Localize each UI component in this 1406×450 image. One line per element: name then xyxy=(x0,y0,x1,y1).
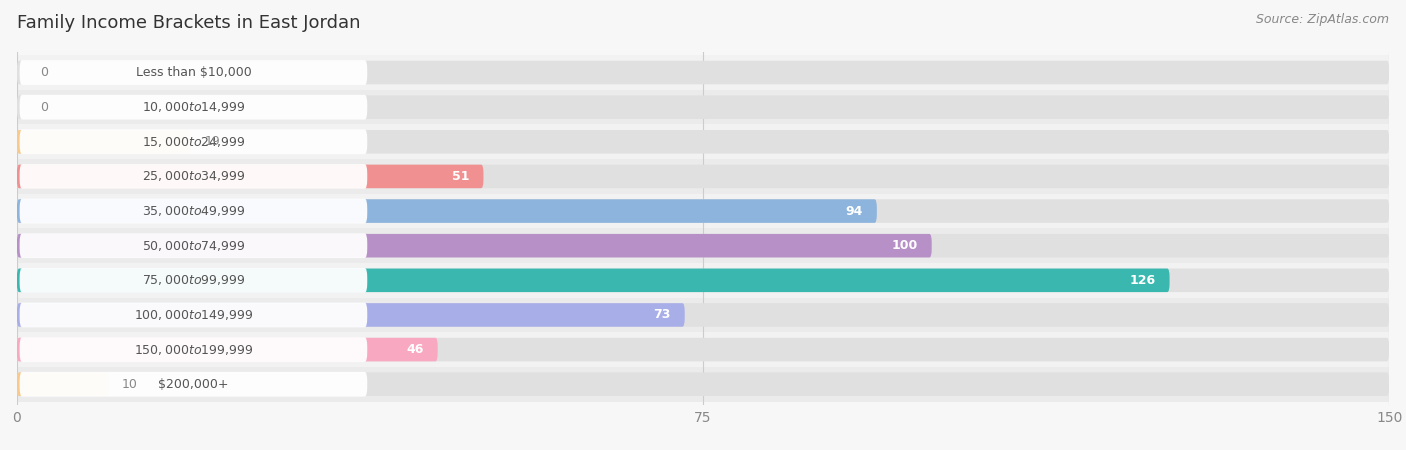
FancyBboxPatch shape xyxy=(17,199,1389,223)
Text: 100: 100 xyxy=(891,239,918,252)
Bar xyxy=(0,367,1406,401)
FancyBboxPatch shape xyxy=(17,338,437,361)
Text: Less than $10,000: Less than $10,000 xyxy=(135,66,252,79)
FancyBboxPatch shape xyxy=(17,199,877,223)
FancyBboxPatch shape xyxy=(20,372,367,396)
FancyBboxPatch shape xyxy=(17,165,1389,188)
FancyBboxPatch shape xyxy=(17,303,1389,327)
Text: $10,000 to $14,999: $10,000 to $14,999 xyxy=(142,100,245,114)
Text: 0: 0 xyxy=(39,66,48,79)
Bar xyxy=(0,55,1406,90)
FancyBboxPatch shape xyxy=(20,95,367,120)
Text: Source: ZipAtlas.com: Source: ZipAtlas.com xyxy=(1256,14,1389,27)
Text: 10: 10 xyxy=(122,378,138,391)
Text: $100,000 to $149,999: $100,000 to $149,999 xyxy=(134,308,253,322)
FancyBboxPatch shape xyxy=(20,268,367,292)
Text: $200,000+: $200,000+ xyxy=(159,378,229,391)
Bar xyxy=(0,125,1406,159)
Text: 46: 46 xyxy=(406,343,425,356)
FancyBboxPatch shape xyxy=(17,130,191,153)
FancyBboxPatch shape xyxy=(20,130,367,154)
FancyBboxPatch shape xyxy=(17,61,1389,84)
Text: $150,000 to $199,999: $150,000 to $199,999 xyxy=(134,342,253,356)
Text: $35,000 to $49,999: $35,000 to $49,999 xyxy=(142,204,245,218)
FancyBboxPatch shape xyxy=(17,373,108,396)
FancyBboxPatch shape xyxy=(17,95,1389,119)
FancyBboxPatch shape xyxy=(20,199,367,223)
FancyBboxPatch shape xyxy=(20,302,367,327)
Text: 19: 19 xyxy=(204,135,221,148)
Text: 73: 73 xyxy=(654,308,671,321)
Bar xyxy=(0,263,1406,297)
FancyBboxPatch shape xyxy=(17,338,1389,361)
FancyBboxPatch shape xyxy=(17,165,484,188)
FancyBboxPatch shape xyxy=(17,234,1389,257)
Text: $75,000 to $99,999: $75,000 to $99,999 xyxy=(142,273,245,287)
Bar xyxy=(0,228,1406,263)
Text: Family Income Brackets in East Jordan: Family Income Brackets in East Jordan xyxy=(17,14,360,32)
Text: 51: 51 xyxy=(453,170,470,183)
FancyBboxPatch shape xyxy=(20,234,367,258)
Bar xyxy=(0,90,1406,125)
FancyBboxPatch shape xyxy=(20,337,367,362)
FancyBboxPatch shape xyxy=(17,234,932,257)
FancyBboxPatch shape xyxy=(20,60,367,85)
FancyBboxPatch shape xyxy=(17,269,1389,292)
FancyBboxPatch shape xyxy=(17,373,1389,396)
FancyBboxPatch shape xyxy=(17,130,1389,153)
FancyBboxPatch shape xyxy=(17,269,1170,292)
FancyBboxPatch shape xyxy=(17,303,685,327)
Text: 126: 126 xyxy=(1129,274,1156,287)
Text: 0: 0 xyxy=(39,101,48,114)
Text: $25,000 to $34,999: $25,000 to $34,999 xyxy=(142,170,245,184)
Bar xyxy=(0,297,1406,332)
Bar xyxy=(0,332,1406,367)
FancyBboxPatch shape xyxy=(20,164,367,189)
Bar xyxy=(0,159,1406,194)
Text: $50,000 to $74,999: $50,000 to $74,999 xyxy=(142,238,245,253)
Text: $15,000 to $24,999: $15,000 to $24,999 xyxy=(142,135,245,149)
Text: 94: 94 xyxy=(846,205,863,217)
Bar xyxy=(0,194,1406,228)
